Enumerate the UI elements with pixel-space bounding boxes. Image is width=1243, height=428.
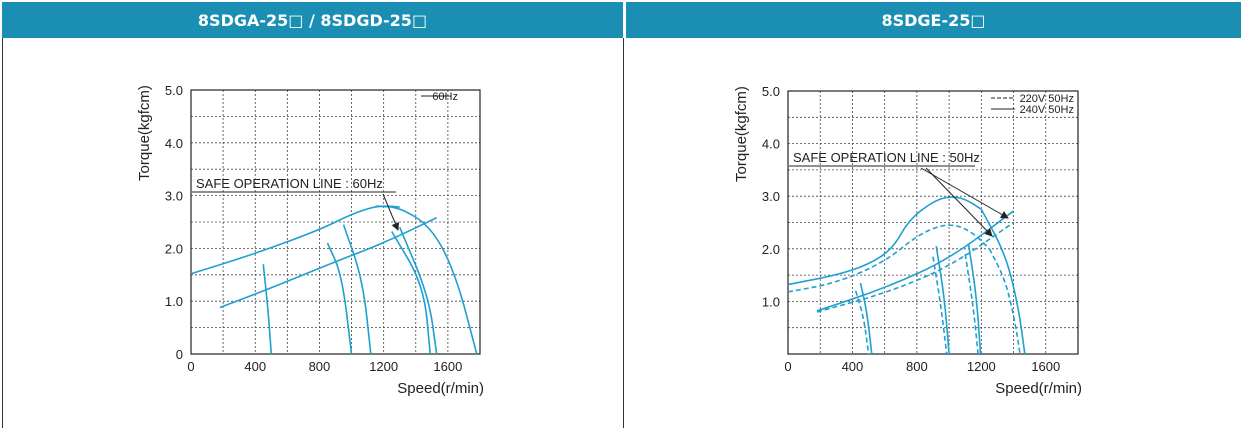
left-x-tick-label: 1600 xyxy=(433,359,462,374)
right-x-tick-label: 800 xyxy=(906,359,928,374)
left-y-axis-label: Torque(kgfcm) xyxy=(136,85,153,181)
left-y-tick-label: 4.0 xyxy=(165,136,183,151)
chart-left: 0 400 800 1200 1600 0 1.0 2.0 3.0 4.0 5.0 Speed(r/m… xyxy=(3,40,623,428)
right-x-tick-label: 0 xyxy=(784,359,791,374)
right-y-tick-label: 2.0 xyxy=(762,242,780,257)
right-x-tick-label: 1600 xyxy=(1031,359,1060,374)
left-y-tick-label: 1.0 xyxy=(165,294,183,309)
right-legend-label: 240V 50Hz xyxy=(1020,104,1074,116)
right-y-tick-label: 5.0 xyxy=(762,84,780,99)
right-y-tick-label: 1.0 xyxy=(762,294,780,309)
right-y-tick-label: 3.0 xyxy=(762,189,780,204)
left-series-line xyxy=(344,225,371,354)
header-left: 8SDGA-25□ / 8SDGD-25□ xyxy=(2,2,623,38)
left-x-axis-label: Speed(r/min) xyxy=(397,380,484,397)
left-legend-label: 60Hz xyxy=(432,91,458,103)
left-x-tick-label: 0 xyxy=(187,359,194,374)
left-y-tick-label: 3.0 xyxy=(165,189,183,204)
left-series-line xyxy=(263,264,271,354)
left-series-line xyxy=(400,227,437,354)
left-x-tick-label: 800 xyxy=(309,359,331,374)
left-x-tick-label: 1200 xyxy=(369,359,398,374)
left-annotation-text: SAFE OPERATION LINE : 60Hz xyxy=(196,176,383,191)
right-series-line xyxy=(968,244,980,354)
right-y-axis-label: Torque(kgfcm) xyxy=(733,86,750,182)
right-series-line xyxy=(936,246,949,354)
right-annotation-arrow xyxy=(921,168,1008,218)
header-right: 8SDGE-25□ xyxy=(626,2,1241,38)
left-y-tick-label: 2.0 xyxy=(165,241,183,256)
left-annotation-arrow xyxy=(383,194,398,230)
left-y-tick-label: 0 xyxy=(176,347,183,362)
left-y-tick-label: 5.0 xyxy=(165,83,183,98)
chart-right: 0 400 800 1200 1600 1.0 2.0 3.0 4.0 5.0 Speed(r/mi… xyxy=(626,40,1241,428)
panel-divider xyxy=(623,38,624,428)
right-annotation-text: SAFE OPERATION LINE : 50Hz xyxy=(793,150,980,165)
right-x-tick-label: 400 xyxy=(842,359,864,374)
right-x-axis-label: Speed(r/min) xyxy=(995,380,1082,397)
right-series-line xyxy=(817,223,1014,312)
right-y-tick-label: 4.0 xyxy=(762,137,780,152)
right-series-line xyxy=(817,211,1014,311)
left-series-line xyxy=(220,218,437,308)
left-x-tick-label: 400 xyxy=(244,359,266,374)
left-series-line xyxy=(376,206,477,354)
right-x-tick-label: 1200 xyxy=(967,359,996,374)
left-series-line xyxy=(191,206,400,274)
left-series-line xyxy=(392,232,431,354)
